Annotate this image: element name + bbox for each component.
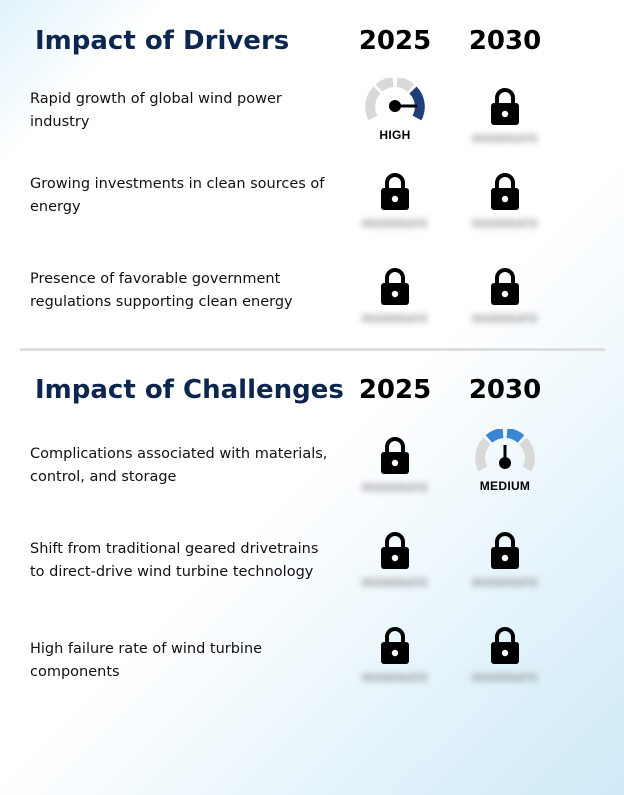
challenge-label: High failure rate of wind turbine compon… bbox=[30, 641, 263, 680]
gauge-high-icon bbox=[365, 78, 425, 121]
lock-icon bbox=[381, 268, 409, 305]
driver-impact-2030-locked[interactable]: MODERATE bbox=[450, 268, 560, 348]
locked-impact-label: MODERATE bbox=[362, 578, 428, 589]
challenge-impact-2025-locked[interactable]: MODERATE bbox=[340, 532, 450, 612]
driver-impact-2025-locked[interactable]: MODERATE bbox=[340, 173, 450, 253]
lock-icon bbox=[381, 627, 409, 664]
challenge-impact-2025-locked[interactable]: MODERATE bbox=[340, 627, 450, 707]
drivers-year-2025: 2025 bbox=[358, 26, 432, 56]
lock-icon bbox=[491, 532, 519, 569]
challenges-title: Impact of Challenges bbox=[35, 375, 344, 405]
driver-impact-2030-locked[interactable]: MODERATE bbox=[450, 173, 560, 253]
driver-label: Growing investments in clean sources of … bbox=[30, 176, 325, 215]
locked-impact-label: MODERATE bbox=[362, 219, 428, 230]
challenge-impact-2030-locked[interactable]: MODERATE bbox=[450, 627, 560, 707]
lock-icon bbox=[491, 627, 519, 664]
drivers-title: Impact of Drivers bbox=[35, 26, 290, 56]
driver-label: Presence of favorable government regulat… bbox=[30, 271, 293, 310]
locked-impact-label: MODERATE bbox=[362, 673, 428, 684]
locked-impact-label: MODERATE bbox=[472, 578, 538, 589]
challenges-year-2025: 2025 bbox=[358, 375, 432, 405]
challenge-impact-2030-locked[interactable]: MODERATE bbox=[450, 532, 560, 612]
gauge-level-label: MEDIUM bbox=[479, 479, 531, 493]
challenges-year-2030: 2030 bbox=[468, 375, 542, 405]
gauge-level-label: HIGH bbox=[379, 128, 411, 142]
locked-impact-label: MODERATE bbox=[472, 219, 538, 230]
challenge-impact-2025-locked[interactable]: MODERATE bbox=[340, 437, 450, 517]
lock-icon bbox=[381, 437, 409, 474]
locked-impact-label: MODERATE bbox=[472, 673, 538, 684]
drivers-year-2030: 2030 bbox=[468, 26, 542, 56]
driver-impact-2025-locked[interactable]: MODERATE bbox=[340, 268, 450, 348]
driver-label: Rapid growth of global wind power indust… bbox=[30, 91, 282, 130]
challenge-impact-2030-gauge: MEDIUM bbox=[450, 429, 560, 509]
lock-icon bbox=[491, 173, 519, 210]
locked-impact-label: MODERATE bbox=[362, 483, 428, 494]
challenge-label: Complications associated with materials,… bbox=[30, 446, 328, 485]
lock-icon bbox=[381, 532, 409, 569]
gauge-medium-icon bbox=[475, 429, 535, 472]
locked-impact-label: MODERATE bbox=[362, 314, 428, 325]
lock-icon bbox=[491, 88, 519, 125]
driver-impact-2025-gauge: HIGH bbox=[340, 78, 450, 158]
section-divider bbox=[20, 348, 605, 351]
locked-impact-label: MODERATE bbox=[472, 134, 538, 145]
locked-impact-label: MODERATE bbox=[472, 314, 538, 325]
driver-impact-2030-locked[interactable]: MODERATE bbox=[450, 88, 560, 168]
challenge-label: Shift from traditional geared drivetrain… bbox=[30, 541, 319, 580]
lock-icon bbox=[381, 173, 409, 210]
lock-icon bbox=[491, 268, 519, 305]
